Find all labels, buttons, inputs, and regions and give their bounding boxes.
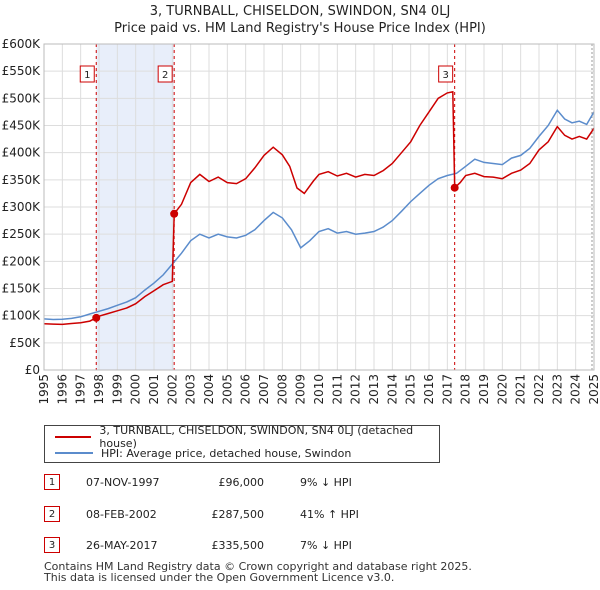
x-tick-label: 2009: [294, 374, 308, 405]
footer-copyright: Contains HM Land Registry data © Crown c…: [44, 560, 472, 573]
y-tick-label: £500K: [2, 91, 42, 105]
chart-title: 3, TURNBALL, CHISELDON, SWINDON, SN4 0LJ: [149, 4, 451, 19]
transaction-date: 07-NOV-1997: [86, 476, 160, 489]
x-tick-label: 2006: [239, 374, 253, 405]
transaction-price: £287,500: [211, 508, 265, 521]
y-tick-label: £0: [25, 363, 40, 377]
x-tick-label: 2018: [459, 374, 473, 405]
transaction-hpi: 7% ↓ HPI: [300, 539, 352, 552]
x-tick-label: 2010: [312, 374, 326, 405]
price-chart: £0 £50K £100K £150K £200K £250K £300K £350K £400…: [2, 37, 600, 405]
legend-swatch-property: [55, 436, 92, 438]
sale-number-label: 2: [162, 70, 168, 81]
x-tick-label: 2004: [202, 374, 216, 405]
plot-frame: [43, 43, 595, 371]
x-tick-label: 2022: [532, 374, 546, 405]
x-tick-label: 2025: [587, 374, 600, 405]
x-tick-label: 2017: [440, 374, 454, 405]
x-tick-label: 2024: [569, 374, 583, 405]
sale-point: [92, 313, 101, 322]
y-tick-label: £600K: [2, 37, 42, 51]
x-tick-label: 2014: [385, 374, 399, 405]
x-tick-label: 2011: [330, 374, 344, 405]
series-line-hpi: [43, 109, 595, 321]
x-tick-label: 2008: [275, 374, 289, 405]
x-tick-label: 1997: [74, 374, 88, 405]
transaction-number: 2: [44, 506, 60, 522]
legend-label-hpi: HPI: Average price, detached house, Swin…: [101, 446, 352, 460]
x-tick-label: 1996: [55, 374, 69, 405]
transaction-price: £335,500: [211, 539, 265, 552]
transaction-row: 1 07-NOV-1997 £96,000 9% ↓ HPI: [44, 473, 444, 493]
y-tick-label: £200K: [2, 254, 42, 268]
transaction-row: 3 26-MAY-2017 £335,500 7% ↓ HPI: [44, 536, 444, 556]
y-tick-label: £450K: [2, 119, 42, 133]
footer: Contains HM Land Registry data © Crown c…: [44, 561, 472, 583]
sale-number-box: [157, 65, 173, 83]
x-tick-label: 2019: [477, 374, 491, 405]
x-tick-label: 2007: [257, 374, 271, 405]
y-tick-label: £550K: [2, 64, 42, 78]
y-tick-label: £350K: [2, 173, 42, 187]
transaction-price: £96,000: [218, 476, 265, 489]
x-tick-label: 1998: [92, 374, 106, 405]
x-tick-label: 2003: [184, 374, 198, 405]
x-tick-label: 2001: [147, 374, 161, 405]
y-tick-label: £50K: [9, 336, 41, 350]
legend-item-property: 3, TURNBALL, CHISELDON, SWINDON, SN4 0LJ…: [55, 424, 439, 450]
y-tick-label: £300K: [2, 200, 42, 214]
transaction-date: 08-FEB-2002: [86, 508, 157, 521]
legend-swatch-hpi: [55, 452, 93, 454]
x-tick-label: 2021: [514, 374, 528, 405]
legend-label-property: 3, TURNBALL, CHISELDON, SWINDON, SN4 0LJ…: [99, 424, 414, 450]
transaction-hpi: 9% ↓ HPI: [300, 476, 352, 489]
y-tick-label: £150K: [2, 282, 42, 296]
chart-subtitle: Price paid vs. HM Land Registry's House …: [114, 21, 486, 36]
x-tick-label: 1995: [37, 374, 51, 405]
sale-point: [170, 209, 179, 218]
x-tick-label: 2000: [129, 374, 143, 405]
legend-item-hpi: HPI: Average price, detached house, Swin…: [55, 446, 351, 460]
x-tick-label: 2023: [550, 374, 564, 405]
transaction-row: 2 08-FEB-2002 £287,500 41% ↑ HPI: [44, 505, 444, 525]
transaction-date: 26-MAY-2017: [86, 539, 158, 552]
x-tick-label: 2013: [367, 374, 381, 405]
sale-point: [450, 183, 459, 192]
x-tick-label: 2016: [422, 374, 436, 405]
sale-number-box: [438, 65, 454, 83]
x-tick-label: 2005: [220, 374, 234, 405]
x-tick-label: 2012: [349, 374, 363, 405]
sale-number-box: [79, 65, 95, 83]
series-line-property: [43, 90, 595, 326]
y-tick-label: £400K: [2, 146, 42, 160]
x-tick-label: 1999: [110, 374, 124, 405]
sale-number-label: 3: [442, 70, 448, 81]
footer-licence: This data is licensed under the Open Gov…: [44, 571, 395, 584]
transaction-number: 1: [44, 474, 60, 490]
y-tick-label: £100K: [2, 309, 42, 323]
transaction-number: 3: [44, 537, 60, 553]
y-tick-label: £250K: [2, 227, 42, 241]
transaction-hpi: 41% ↑ HPI: [300, 508, 359, 521]
sale-number-label: 1: [84, 70, 90, 81]
x-tick-label: 2015: [404, 374, 418, 405]
x-tick-label: 2020: [495, 374, 509, 405]
x-tick-label: 2002: [165, 374, 179, 405]
legend: 3, TURNBALL, CHISELDON, SWINDON, SN4 0LJ…: [44, 424, 440, 463]
